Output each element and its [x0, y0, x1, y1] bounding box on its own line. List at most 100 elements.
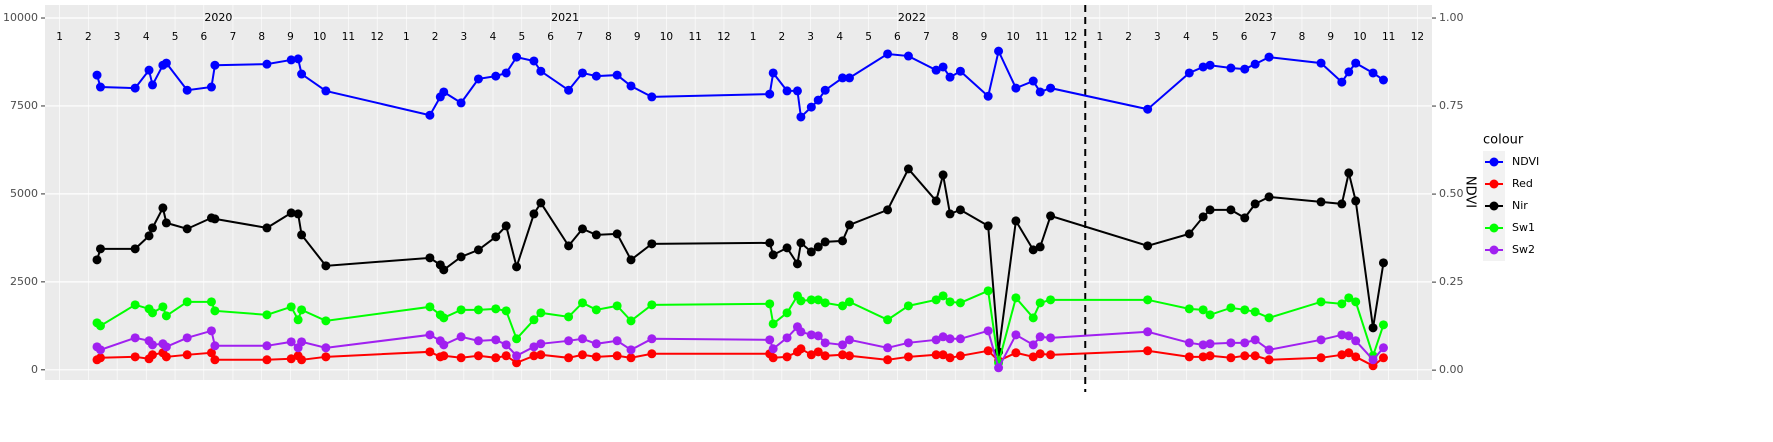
- point: [1316, 335, 1326, 345]
- y2-tick-label: 0.50: [1439, 187, 1464, 200]
- point: [577, 350, 587, 360]
- point: [286, 208, 296, 218]
- point: [439, 351, 449, 361]
- point: [501, 68, 511, 78]
- month-label: 1: [56, 31, 63, 43]
- y2-tick-label: 0.25: [1439, 275, 1464, 288]
- y2-tick-label: 0.00: [1439, 363, 1464, 376]
- point: [286, 55, 296, 65]
- point: [92, 255, 102, 265]
- month-label: 2: [85, 31, 92, 43]
- point: [1011, 330, 1021, 340]
- point: [591, 71, 601, 81]
- month-label: 5: [865, 31, 872, 43]
- y2-tick-label: 1.00: [1439, 11, 1464, 24]
- point: [1337, 350, 1347, 360]
- point: [206, 326, 216, 336]
- point: [161, 58, 171, 68]
- point: [931, 335, 941, 345]
- month-label: 5: [1212, 31, 1219, 43]
- y-tick-label: 10000: [3, 11, 38, 24]
- point: [95, 353, 105, 363]
- point: [782, 243, 792, 253]
- point: [768, 68, 778, 78]
- point: [844, 73, 854, 83]
- month-label: 9: [287, 31, 294, 43]
- legend-label: Sw2: [1512, 243, 1535, 256]
- point: [456, 98, 466, 108]
- point: [1316, 353, 1326, 363]
- point: [647, 300, 657, 310]
- point: [501, 351, 511, 361]
- grid: [41, 5, 1436, 392]
- point: [130, 244, 140, 254]
- point: [321, 316, 331, 326]
- point: [1316, 297, 1326, 307]
- point: [1250, 351, 1260, 361]
- point: [844, 335, 854, 345]
- point: [158, 302, 168, 312]
- point: [1028, 313, 1038, 323]
- month-label: 1: [750, 31, 757, 43]
- point: [782, 308, 792, 318]
- point: [297, 355, 307, 365]
- point: [1344, 168, 1354, 178]
- point: [1351, 58, 1361, 68]
- point: [262, 341, 272, 351]
- point: [210, 355, 220, 365]
- month-label: 4: [1183, 31, 1190, 43]
- point: [1378, 75, 1388, 85]
- year-label: 2023: [1245, 11, 1273, 24]
- month-label: 3: [114, 31, 121, 43]
- y-tick-label: 2500: [10, 275, 38, 288]
- point: [182, 85, 192, 95]
- point: [983, 326, 993, 336]
- point: [955, 334, 965, 344]
- point: [473, 74, 483, 84]
- point: [210, 214, 220, 224]
- legend-label: Sw1: [1512, 221, 1535, 234]
- point: [1046, 350, 1056, 360]
- month-label: 10: [313, 31, 326, 43]
- point: [1226, 63, 1236, 73]
- point: [1226, 338, 1236, 348]
- point: [206, 82, 216, 92]
- point: [577, 334, 587, 344]
- legend-dot: [1489, 245, 1499, 255]
- legend-title: colour: [1483, 133, 1524, 148]
- point: [820, 298, 830, 308]
- point: [456, 332, 466, 342]
- point: [425, 347, 435, 357]
- point: [1011, 83, 1021, 93]
- point: [1344, 348, 1354, 358]
- point: [838, 350, 848, 360]
- point: [210, 60, 220, 70]
- point: [945, 297, 955, 307]
- point: [1046, 333, 1056, 343]
- point: [945, 353, 955, 363]
- point: [1184, 229, 1194, 239]
- month-label: 7: [230, 31, 237, 43]
- point: [938, 332, 948, 342]
- month-label: 9: [981, 31, 988, 43]
- month-label: 4: [490, 31, 497, 43]
- point: [955, 351, 965, 361]
- point: [425, 253, 435, 263]
- point: [286, 302, 296, 312]
- month-label: 6: [1241, 31, 1248, 43]
- point: [1035, 349, 1045, 359]
- month-label: 11: [342, 31, 355, 43]
- point: [491, 71, 501, 81]
- month-label: 12: [1411, 31, 1424, 43]
- point: [903, 338, 913, 348]
- point: [903, 164, 913, 174]
- point: [1205, 310, 1215, 320]
- point: [321, 343, 331, 353]
- point: [425, 110, 435, 120]
- point: [425, 302, 435, 312]
- point: [838, 236, 848, 246]
- point: [1028, 76, 1038, 86]
- month-label: 10: [660, 31, 673, 43]
- point: [820, 237, 830, 247]
- point: [1250, 59, 1260, 69]
